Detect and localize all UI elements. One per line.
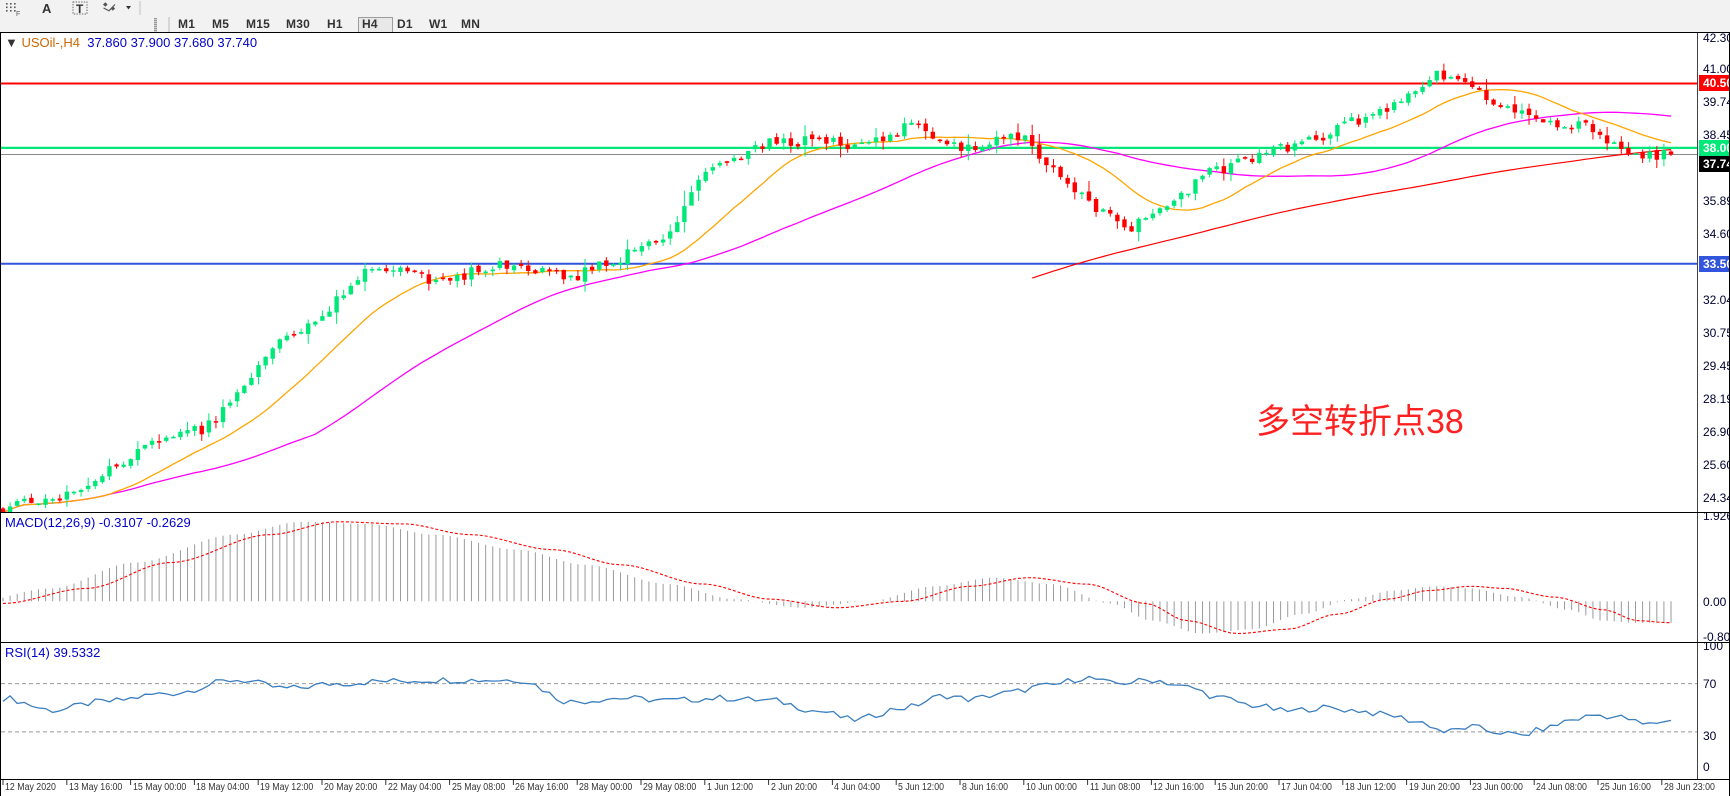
svg-text:A: A <box>42 1 52 16</box>
svg-text:多空转折点38: 多空转折点38 <box>1256 403 1464 441</box>
svg-text:T: T <box>76 2 84 16</box>
